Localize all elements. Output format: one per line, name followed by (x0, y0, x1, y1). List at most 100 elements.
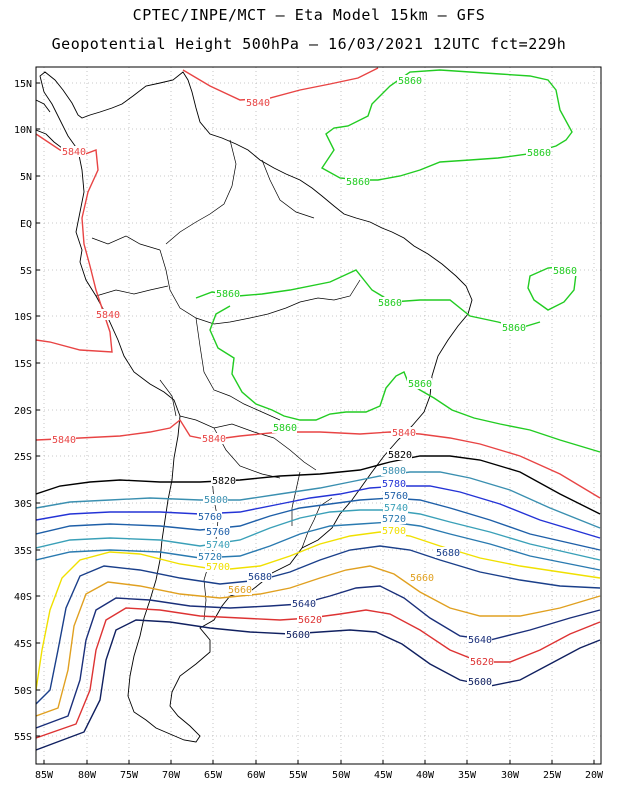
contour-label-5860: 5860 (273, 423, 297, 434)
contour-5660 (36, 565, 601, 717)
contour-label-bg (227, 584, 252, 595)
lat-tick-label: 5N (20, 172, 32, 183)
lat-tick-label: 20S (14, 406, 32, 417)
contour-label-bg (526, 147, 551, 158)
contour-label-5620: 5620 (470, 657, 494, 668)
contour-label-bg (469, 656, 494, 667)
contour-label-bg (552, 265, 577, 276)
lon-tick-label: 30W (501, 770, 520, 781)
contour-label-5720: 5720 (382, 514, 406, 525)
contour-label-5780: 5780 (382, 479, 406, 490)
contour-label-5640: 5640 (468, 635, 492, 646)
contour-label-bg (203, 494, 228, 505)
contour-label-bg (291, 598, 316, 609)
contour-label-bg (61, 146, 86, 157)
contour-5640 (36, 585, 601, 729)
contour-label-bg (272, 422, 297, 433)
contour-label-5860: 5860 (502, 323, 526, 334)
height-contours (36, 67, 601, 751)
contour-label-5660: 5660 (410, 573, 434, 584)
contour-label-5840: 5840 (62, 147, 86, 158)
contour-label-5760: 5760 (384, 491, 408, 502)
contour-5780 (36, 485, 601, 539)
contour-label-5840: 5840 (96, 310, 120, 321)
contour-5840-north (182, 67, 379, 101)
lat-tick-label: 25S (14, 452, 32, 463)
contour-labels: 5860 5860 5860 5860 5860 5860 5860 5860 5860 5840… (51, 75, 577, 688)
lon-tick-label: 80W (78, 770, 97, 781)
lat-tick-label: 10N (14, 125, 32, 136)
contour-label-bg (197, 551, 222, 562)
contour-label-bg (391, 427, 416, 438)
contour-label-bg (51, 434, 76, 445)
contour-label-bg (95, 309, 120, 320)
contour-label-bg (345, 176, 370, 187)
contour-label-5600: 5600 (468, 677, 492, 688)
contour-5720 (36, 521, 601, 571)
contour-label-bg (435, 547, 460, 558)
contour-5600 (36, 619, 601, 751)
contour-label-5860: 5860 (408, 379, 432, 390)
contour-label-bg (201, 433, 226, 444)
contour-label-bg (383, 502, 408, 513)
lat-tick-label: 30S (14, 499, 32, 510)
contour-label-bg (377, 297, 402, 308)
longitude-labels: 85W 80W 75W 70W 65W 60W 55W 50W 45W 40W 35W 30W 25W 2… (35, 760, 604, 781)
contour-label-5840: 5840 (52, 435, 76, 446)
country-borders (91, 139, 361, 621)
lon-tick-label: 40W (416, 770, 435, 781)
contour-label-bg (205, 526, 230, 537)
contour-5700 (36, 531, 601, 691)
contour-label-bg (467, 676, 492, 687)
contour-label-5840: 5840 (246, 98, 270, 109)
lat-tick-label: 5S (20, 266, 32, 277)
contour-label-5760: 5760 (198, 512, 222, 523)
contour-label-5820: 5820 (212, 476, 236, 487)
contour-label-5700: 5700 (382, 526, 406, 537)
contour-5860-north (320, 69, 573, 181)
contour-label-5740: 5740 (206, 540, 230, 551)
contour-label-5820: 5820 (388, 450, 412, 461)
lat-tick-label: EQ (20, 219, 32, 230)
contour-label-bg (381, 513, 406, 524)
latitude-labels: 15N 10N 5N EQ 5S 10S 15S 20S 25S 30S 35S 40S 45S 50S 5… (14, 79, 40, 743)
contour-label-5860: 5860 (398, 76, 422, 87)
lat-tick-label: 55S (14, 732, 32, 743)
contour-label-bg (407, 378, 432, 389)
lon-tick-label: 25W (543, 770, 562, 781)
contour-label-bg (397, 75, 422, 86)
lat-tick-label: 35S (14, 546, 32, 557)
contour-label-bg (409, 572, 434, 583)
lat-tick-label: 40S (14, 592, 32, 603)
contour-5840-south (36, 418, 601, 499)
lon-tick-label: 75W (120, 770, 139, 781)
lat-tick-label: 45S (14, 639, 32, 650)
contour-label-5860: 5860 (378, 298, 402, 309)
lat-tick-label: 15S (14, 359, 32, 370)
contour-label-5840: 5840 (202, 434, 226, 445)
contour-label-5800: 5800 (382, 466, 406, 477)
contour-label-bg (197, 511, 222, 522)
contour-label-bg (211, 475, 236, 486)
lon-tick-label: 20W (585, 770, 604, 781)
contour-5680 (36, 545, 601, 705)
contour-label-bg (501, 322, 526, 333)
contour-5740 (36, 509, 601, 561)
contour-label-bg (381, 525, 406, 536)
lat-tick-label: 15N (14, 79, 32, 90)
contour-label-bg (383, 490, 408, 501)
lat-tick-label: 10S (14, 312, 32, 323)
contour-label-bg (205, 561, 230, 572)
contour-label-5800: 5800 (204, 495, 228, 506)
contour-label-bg (285, 629, 310, 640)
contour-label-bg (215, 288, 240, 299)
lon-tick-label: 60W (247, 770, 266, 781)
lon-tick-label: 65W (204, 770, 223, 781)
contour-5860-central (195, 269, 601, 453)
contour-label-bg (381, 465, 406, 476)
contour-label-bg (245, 97, 270, 108)
lon-tick-label: 70W (162, 770, 181, 781)
contour-label-bg (297, 614, 322, 625)
contour-label-bg (467, 634, 492, 645)
